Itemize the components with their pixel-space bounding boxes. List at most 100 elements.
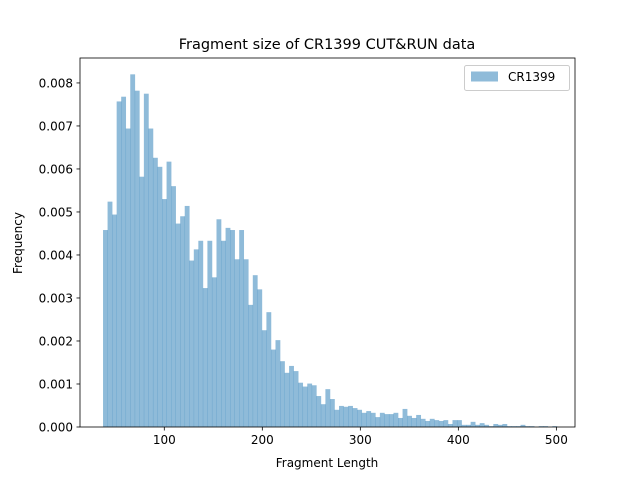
histogram-bar (266, 312, 272, 427)
x-tick-label: 400 (447, 433, 470, 447)
legend: CR1399 (464, 65, 570, 91)
x-axis-label: Fragment Length (276, 456, 379, 470)
histogram-bar (239, 230, 245, 427)
histogram-bar (166, 161, 172, 427)
histogram-bar (180, 216, 186, 427)
histogram-bar (280, 361, 285, 427)
bars-group (103, 74, 558, 428)
histogram-bar (552, 426, 558, 427)
histogram-bar (529, 426, 535, 427)
histogram-bar (307, 383, 313, 427)
histogram-bar (230, 230, 235, 427)
y-tick-label: 0.004 (39, 248, 73, 262)
histogram-bar (193, 249, 199, 427)
histogram-bar (488, 426, 494, 427)
histogram-bar (143, 93, 149, 427)
histogram-bar (420, 418, 426, 427)
histogram-bar (261, 330, 267, 427)
histogram-bar (434, 420, 440, 427)
histogram-bar (443, 420, 449, 427)
histogram-bar (139, 176, 145, 427)
y-tick-label: 0.007 (39, 119, 73, 133)
histogram-bar (525, 426, 530, 427)
histogram-bar (112, 214, 117, 427)
histogram-bar (325, 389, 331, 427)
histogram-bar (348, 405, 353, 427)
histogram-bar (162, 199, 167, 427)
legend-swatch (471, 71, 498, 82)
histogram-bar (425, 420, 431, 427)
histogram-bar (475, 424, 481, 427)
histogram-bar (538, 426, 544, 427)
histogram-bar (130, 74, 136, 428)
histogram-bar (407, 415, 412, 427)
histogram-bar (370, 412, 376, 427)
histogram-bar (402, 408, 408, 427)
histogram-bar (398, 417, 403, 427)
y-tick-label: 0.003 (39, 291, 73, 305)
histogram-bar (388, 414, 394, 427)
histogram-bar (116, 101, 122, 427)
histogram-bar (384, 414, 390, 427)
histogram-bar (107, 201, 113, 427)
histogram-bar (225, 227, 231, 427)
histogram-bar (411, 417, 417, 427)
y-tick-label: 0.002 (39, 334, 73, 348)
histogram-bar (497, 424, 503, 427)
histogram-bar (207, 240, 213, 427)
histogram-bar (520, 424, 526, 427)
histogram-bar (479, 423, 485, 427)
histogram-bar (352, 408, 358, 427)
histogram-bar (257, 289, 263, 427)
histogram-bar (293, 371, 299, 427)
histogram-bar (343, 406, 349, 427)
histogram-bar (375, 417, 381, 427)
histogram-bar (516, 426, 521, 427)
histogram-bar (379, 412, 385, 427)
histogram-bar (157, 166, 163, 428)
x-tick-label: 100 (153, 433, 176, 447)
histogram-bar (334, 409, 340, 427)
histogram-bar (134, 90, 140, 428)
plot-frame (79, 57, 576, 428)
y-axis-label: Frequency (11, 212, 25, 274)
y-tick-label: 0.006 (39, 162, 73, 176)
x-tick-label: 500 (545, 433, 568, 447)
histogram-bar (175, 223, 181, 427)
histogram-bar (275, 340, 281, 427)
histogram-bar (361, 412, 367, 427)
histogram-bar (248, 304, 254, 427)
histogram-bar (484, 424, 490, 427)
histogram-bar (202, 288, 208, 427)
histogram-bar (311, 385, 317, 427)
chart-title: Fragment size of CR1399 CUT&RUN data (179, 37, 476, 53)
histogram-bar (366, 411, 372, 427)
histogram-bar (493, 423, 499, 427)
histogram-bar (511, 426, 517, 427)
histogram-bar (357, 409, 363, 427)
histogram-bar (393, 412, 399, 427)
histogram-bar (316, 396, 322, 427)
histogram-bar (270, 349, 276, 427)
histogram-bar (152, 157, 158, 427)
histogram-bar (329, 399, 335, 427)
legend-label: CR1399 (508, 70, 555, 84)
y-tick-label: 0.001 (39, 377, 73, 391)
histogram-bar (320, 404, 326, 427)
histogram-bar (339, 405, 344, 427)
histogram-bar (452, 420, 458, 427)
histogram-bar (502, 423, 508, 427)
histogram-bar (416, 414, 422, 427)
histogram-bar (221, 240, 226, 427)
histogram-bar (211, 277, 217, 427)
histogram-bar (243, 259, 249, 427)
histogram-bar (543, 426, 549, 427)
x-tick-label: 300 (349, 433, 372, 447)
histogram-bar (198, 240, 204, 427)
histogram-bar (103, 230, 108, 427)
histogram-bar (466, 424, 471, 427)
y-tick-label: 0.000 (39, 421, 73, 435)
histogram-bar (252, 275, 258, 427)
histogram-bar (216, 219, 222, 427)
histogram-bar (461, 424, 467, 427)
